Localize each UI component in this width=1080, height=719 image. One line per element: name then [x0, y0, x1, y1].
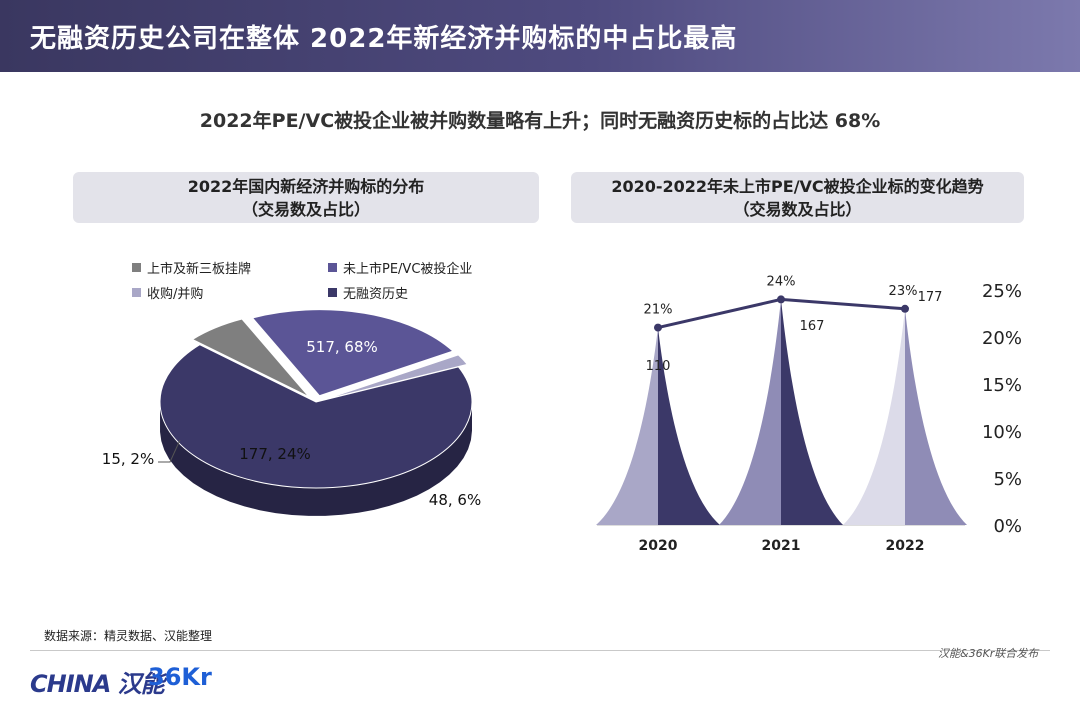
- pie-slice: [191, 318, 310, 398]
- pie-slice-side: [160, 402, 472, 516]
- y2-tick-label: 20%: [982, 328, 1022, 349]
- percent-point: [901, 304, 909, 313]
- x-tick-label: 2022: [886, 538, 925, 554]
- 36kr-logo: 36Kr: [148, 663, 212, 691]
- right-panel-title-line2: （交易数及占比）: [733, 200, 862, 219]
- count-data-label: 177: [918, 290, 943, 305]
- footer-divider: [30, 650, 1050, 651]
- legend-item: 收购/并购: [132, 283, 203, 302]
- pie-data-label: 15, 2%: [102, 450, 154, 468]
- legend-swatch: [328, 288, 337, 297]
- percent-data-label: 24%: [767, 274, 796, 289]
- legend-item: 未上市PE/VC被投企业: [328, 258, 472, 277]
- percent-point: [777, 295, 785, 304]
- x-tick-label: 2021: [762, 538, 801, 554]
- pie-data-label: 517, 68%: [306, 338, 378, 356]
- legend-swatch: [132, 263, 141, 272]
- percent-data-label: 21%: [644, 303, 673, 318]
- x-tick-label: 2020: [639, 538, 678, 554]
- data-source: 数据来源：精灵数据、汉能整理: [44, 629, 213, 643]
- pie-data-label: 48, 6%: [429, 491, 481, 509]
- legend-item: 上市及新三板挂牌: [132, 258, 251, 277]
- pie-slice: [251, 309, 454, 397]
- page-subtitle: 2022年PE/VC被投企业被并购数量略有上升；同时无融资历史标的占比达 68%: [199, 110, 881, 132]
- peak-left-half: [843, 308, 905, 525]
- legend-label: 收购/并购: [147, 287, 204, 302]
- y2-tick-label: 0%: [993, 516, 1022, 537]
- pie-slice: [324, 354, 469, 400]
- peak-right-half: [905, 308, 967, 525]
- pie-slice: [159, 344, 473, 489]
- legend-label: 未上市PE/VC被投企业: [343, 262, 473, 277]
- pie-data-label: 177, 24%: [239, 445, 311, 463]
- pie-leader-line: [158, 439, 181, 463]
- y2-tick-label: 10%: [982, 422, 1022, 443]
- peak-right-half: [658, 327, 720, 525]
- legend-label: 无融资历史: [343, 287, 409, 302]
- china-logo: CHINA 汉能: [30, 670, 165, 698]
- y2-tick-label: 5%: [993, 469, 1022, 490]
- legend-label: 上市及新三板挂牌: [147, 262, 252, 277]
- legend-swatch: [132, 288, 141, 297]
- left-panel-title: 2022年国内新经济并购标的分布 （交易数及占比）: [73, 172, 539, 223]
- y2-tick-label: 15%: [982, 375, 1022, 396]
- right-panel-title-line1: 2020-2022年未上市PE/VC被投企业标的变化趋势: [611, 177, 984, 196]
- right-panel-title: 2020-2022年未上市PE/VC被投企业标的变化趋势 （交易数及占比）: [571, 172, 1024, 223]
- peak-right-half: [781, 299, 843, 525]
- y2-tick-label: 25%: [982, 281, 1022, 302]
- peak-left-half: [596, 327, 658, 525]
- left-panel-title-line1: 2022年国内新经济并购标的分布: [187, 177, 425, 196]
- legend-swatch: [328, 263, 337, 272]
- count-data-label: 110: [646, 359, 671, 374]
- header-bar: [0, 0, 1080, 72]
- publisher-note: 汉能&36Kr联合发布: [938, 647, 1039, 660]
- percent-point: [654, 323, 662, 332]
- peak-left-half: [719, 299, 781, 525]
- count-data-label: 167: [800, 319, 825, 334]
- percent-data-label: 23%: [889, 284, 918, 299]
- left-panel-title-line2: （交易数及占比）: [241, 200, 370, 219]
- page-title: 无融资历史公司在整体 2022年新经济并购标的中占比最高: [30, 24, 738, 54]
- legend-item: 无融资历史: [328, 283, 408, 302]
